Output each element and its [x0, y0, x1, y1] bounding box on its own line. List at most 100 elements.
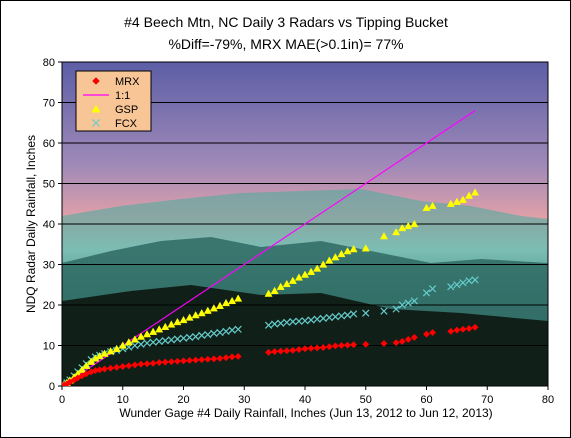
y-axis: 0 10 20 30 40 50 60 70 80 [43, 57, 62, 393]
data-point-gsp [319, 260, 328, 268]
data-point-gsp [294, 273, 303, 281]
legend-box [75, 70, 152, 132]
data-point-gsp [428, 201, 437, 209]
data-point-gsp [149, 327, 158, 335]
data-point-gsp [179, 315, 188, 324]
data-point-fcx [447, 283, 455, 291]
data-point-gsp [307, 267, 316, 275]
data-point-mrx [319, 343, 327, 352]
data-point-mrx [295, 345, 303, 354]
data-point-mrx [198, 356, 206, 364]
data-point-gsp [313, 264, 322, 272]
x-tick-label: 70 [481, 394, 493, 406]
data-point-gsp [331, 253, 340, 261]
legend-item-fcx: FCX [92, 118, 138, 130]
data-point-mrx [465, 324, 473, 333]
data-point-mrx [186, 356, 194, 365]
data-point-mrx [167, 358, 175, 366]
data-point-fcx [398, 301, 406, 309]
legend-swatch [91, 104, 101, 113]
data-point-mrx [459, 325, 467, 333]
data-point-gsp [215, 301, 224, 309]
data-point-fcx [216, 328, 224, 337]
y-tick-label: 30 [43, 260, 55, 272]
data-point-fcx [173, 335, 182, 343]
legend-label: FCX [115, 118, 138, 130]
data-point-mrx [107, 364, 115, 372]
data-point-mrx [337, 341, 346, 350]
data-point-gsp [124, 338, 133, 346]
data-point-fcx [167, 336, 175, 344]
x-tick-label: 0 [59, 394, 65, 406]
data-point-mrx [350, 341, 358, 349]
data-point-gsp [282, 279, 291, 288]
data-point-gsp [228, 296, 237, 305]
data-point-mrx [204, 355, 212, 363]
data-point-gsp [100, 349, 109, 357]
data-point-fcx [428, 285, 437, 293]
x-axis-title: Wunder Gage #4 Daily Rainfall, Inches (J… [119, 406, 492, 420]
data-point-fcx [295, 317, 303, 325]
x-tick-label: 10 [117, 394, 129, 406]
data-point-mrx [228, 353, 236, 361]
data-point-fcx [392, 305, 400, 313]
data-point-gsp [143, 330, 152, 338]
data-point-fcx [192, 332, 200, 341]
data-point-gsp [379, 232, 388, 240]
data-point-fcx [149, 338, 157, 346]
data-point-fcx [459, 279, 467, 287]
chart-subtitle: %Diff=-79%, MRX MAE(>0.1in)= 77% [168, 36, 403, 52]
data-point-fcx [179, 334, 188, 342]
data-point-mrx [143, 360, 151, 368]
data-point-gsp [349, 244, 358, 253]
data-point-gsp [404, 221, 413, 230]
data-point-fcx [422, 289, 431, 297]
data-point-mrx [343, 341, 352, 349]
legend-swatch [92, 77, 100, 85]
data-point-mrx [277, 347, 285, 355]
data-point-gsp [209, 304, 218, 312]
data-point-gsp [118, 341, 127, 349]
data-point-gsp [452, 197, 461, 205]
data-point-mrx [453, 326, 461, 334]
data-point-gsp [112, 344, 121, 352]
data-point-mrx [471, 323, 479, 331]
data-point-mrx [216, 354, 224, 363]
data-point-gsp [173, 317, 182, 326]
y-tick-label: 20 [43, 300, 55, 312]
data-point-mrx [173, 357, 181, 365]
data-point-gsp [191, 311, 200, 319]
y-tick-label: 60 [43, 138, 55, 150]
data-point-mrx [264, 348, 273, 356]
data-point-mrx [392, 339, 400, 347]
data-point-gsp [361, 244, 370, 252]
data-point-gsp [343, 247, 352, 255]
data-point-mrx [313, 344, 321, 352]
data-point-fcx [337, 312, 346, 320]
y-tick-label: 10 [43, 341, 55, 353]
data-point-gsp [185, 313, 194, 321]
data-point-fcx [271, 320, 279, 328]
data-point-mrx [422, 330, 431, 338]
data-point-fcx [313, 315, 321, 323]
data-point-mrx [447, 327, 455, 335]
data-point-fcx [465, 277, 473, 285]
data-point-fcx [471, 276, 479, 284]
y-tick-label: 50 [43, 179, 55, 191]
data-point-gsp [337, 249, 346, 258]
data-point-gsp [300, 270, 310, 278]
data-point-fcx [155, 337, 163, 346]
data-point-mrx [289, 346, 297, 354]
y-tick-label: 80 [43, 57, 55, 69]
data-point-mrx [404, 335, 412, 343]
data-point-fcx [185, 333, 194, 342]
y-tick-label: 70 [43, 98, 55, 110]
data-point-fcx [453, 281, 461, 289]
data-point-fcx [204, 330, 212, 339]
data-point-gsp [465, 191, 474, 199]
data-point-mrx [307, 344, 315, 352]
data-point-mrx [222, 354, 230, 362]
data-point-mrx [429, 328, 437, 337]
legend-item-mrx: MRX [92, 76, 140, 88]
